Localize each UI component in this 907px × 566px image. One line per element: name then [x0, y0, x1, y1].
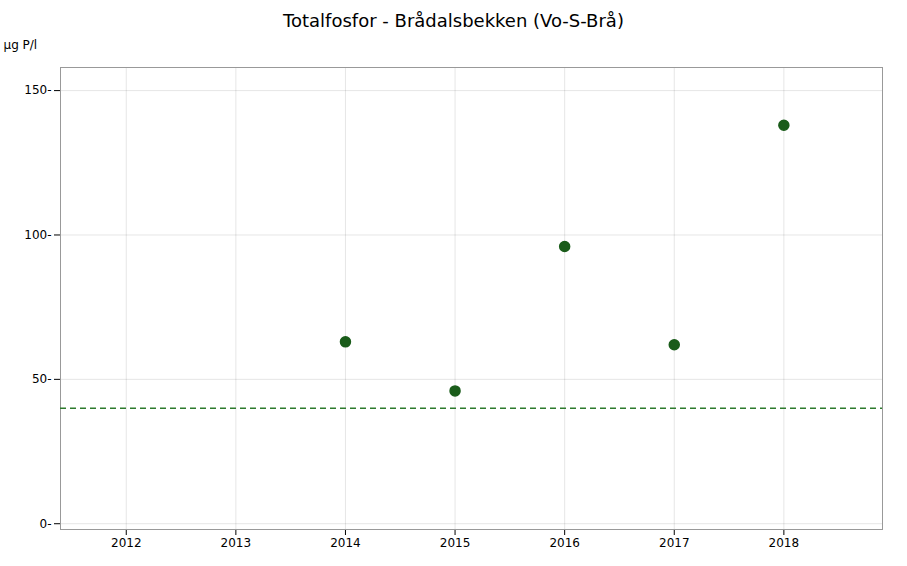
- svg-text:150-: 150-: [24, 83, 51, 97]
- svg-text:μg P/l: μg P/l: [4, 38, 38, 52]
- svg-text:2013: 2013: [221, 536, 252, 550]
- svg-text:50-: 50-: [32, 372, 52, 386]
- svg-text:100-: 100-: [24, 228, 51, 242]
- svg-text:0-: 0-: [40, 517, 52, 531]
- svg-text:2014: 2014: [330, 536, 361, 550]
- svg-text:2017: 2017: [659, 536, 690, 550]
- svg-text:2018: 2018: [769, 536, 800, 550]
- svg-text:2016: 2016: [549, 536, 580, 550]
- svg-text:2015: 2015: [440, 536, 471, 550]
- html-text:Totalfosfor - Brådalsbekken (V: Totalfosfor - Brådalsbekken (Vo-S-Brå): [283, 10, 624, 31]
- svg-text:2012: 2012: [111, 536, 142, 550]
